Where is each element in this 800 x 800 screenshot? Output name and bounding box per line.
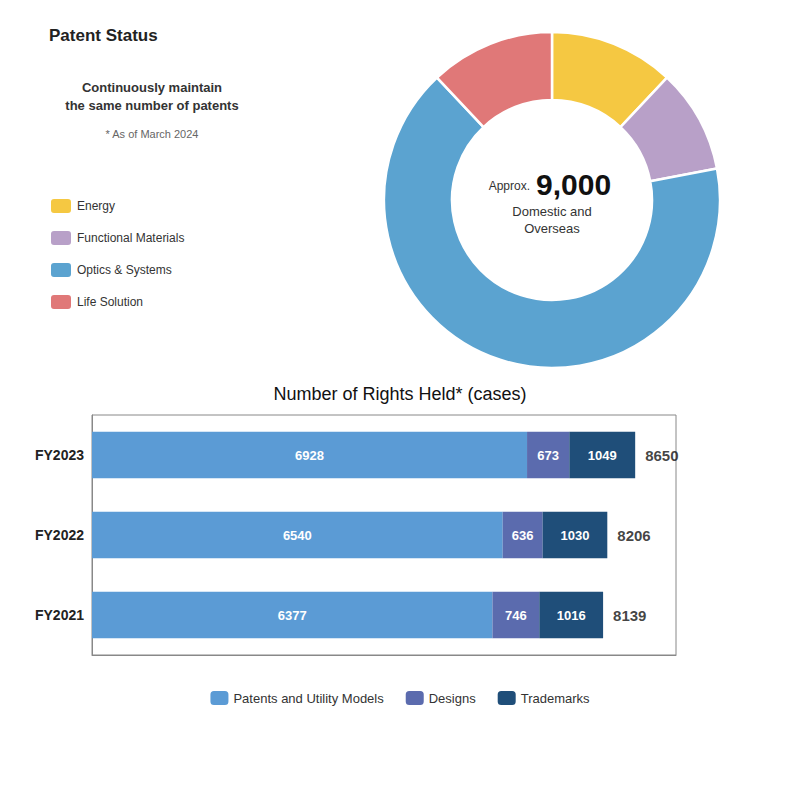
svg-text:Number of Rights Held* (cases): Number of Rights Held* (cases) — [273, 384, 526, 404]
svg-text:6377: 6377 — [278, 608, 307, 623]
svg-text:FY2022: FY2022 — [35, 527, 84, 543]
svg-text:the same number of patents: the same number of patents — [65, 98, 238, 113]
svg-text:8650: 8650 — [645, 447, 678, 464]
svg-text:6928: 6928 — [295, 448, 324, 463]
svg-text:673: 673 — [537, 448, 559, 463]
svg-text:Continuously maintain: Continuously maintain — [82, 80, 222, 95]
svg-text:Functional Materials: Functional Materials — [77, 231, 184, 245]
svg-text:636: 636 — [512, 528, 534, 543]
svg-text:Overseas: Overseas — [524, 221, 580, 236]
svg-text:Energy: Energy — [77, 199, 115, 213]
svg-text:Trademarks: Trademarks — [521, 691, 590, 706]
svg-text:1049: 1049 — [588, 448, 617, 463]
svg-text:8206: 8206 — [617, 527, 650, 544]
svg-text:Patents and Utility Models: Patents and Utility Models — [233, 691, 384, 706]
svg-text:Life Solution: Life Solution — [77, 295, 143, 309]
svg-text:Approx.: Approx. — [489, 179, 530, 193]
svg-text:FY2023: FY2023 — [35, 447, 84, 463]
svg-text:* As of March 2024: * As of March 2024 — [106, 128, 199, 140]
svg-text:Patent Status: Patent Status — [49, 26, 158, 45]
svg-text:Designs: Designs — [429, 691, 476, 706]
svg-text:Domestic and: Domestic and — [512, 204, 591, 219]
svg-text:1016: 1016 — [557, 608, 586, 623]
svg-text:9,000: 9,000 — [536, 168, 611, 201]
svg-text:746: 746 — [505, 608, 527, 623]
svg-text:6540: 6540 — [283, 528, 312, 543]
svg-text:FY2021: FY2021 — [35, 607, 84, 623]
svg-text:1030: 1030 — [561, 528, 590, 543]
svg-text:Optics & Systems: Optics & Systems — [77, 263, 172, 277]
svg-text:8139: 8139 — [613, 607, 646, 624]
